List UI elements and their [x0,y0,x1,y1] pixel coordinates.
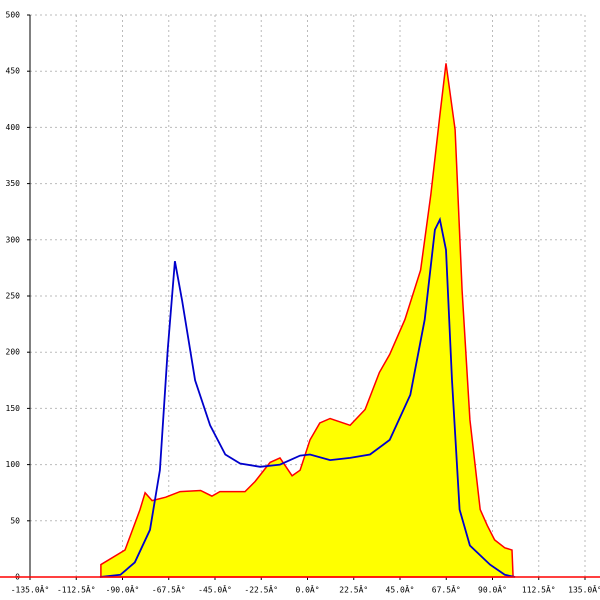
y-tick-label: 450 [6,67,21,76]
area [100,63,514,578]
y-tick-label: 250 [6,292,21,301]
x-tick-label: -90.0Â° [106,584,140,595]
x-tick-label: -112.5Â° [57,584,96,595]
y-tick-label: 50 [10,516,20,525]
x-tick-label: 112.5Â° [522,584,556,595]
y-tick-label: 300 [6,235,21,244]
y-tick-label: 350 [6,179,21,188]
y-tick-label: 150 [6,404,21,413]
x-tick-label: 135.0Â° [568,584,600,595]
y-tick-label: 200 [6,348,21,357]
y-tick-label: 400 [6,123,21,132]
x-tick-label: -67.5Â° [152,584,186,595]
x-tick-label: 45.0Â° [386,584,415,595]
x-tick-label: -22.5Â° [244,584,278,595]
x-tick-label: 90.0Â° [478,584,507,595]
y-tick-label: 100 [6,460,21,469]
y-tick-label: 500 [6,11,21,20]
x-tick-label: 67.5Â° [432,584,461,595]
x-tick-label: 0.0Â° [295,584,319,595]
x-tick-label: -45.0Â° [198,584,232,595]
x-tick-label: 22.5Â° [339,584,368,595]
line [99,216,516,578]
x-tick-label: -135.0Â° [11,584,50,595]
